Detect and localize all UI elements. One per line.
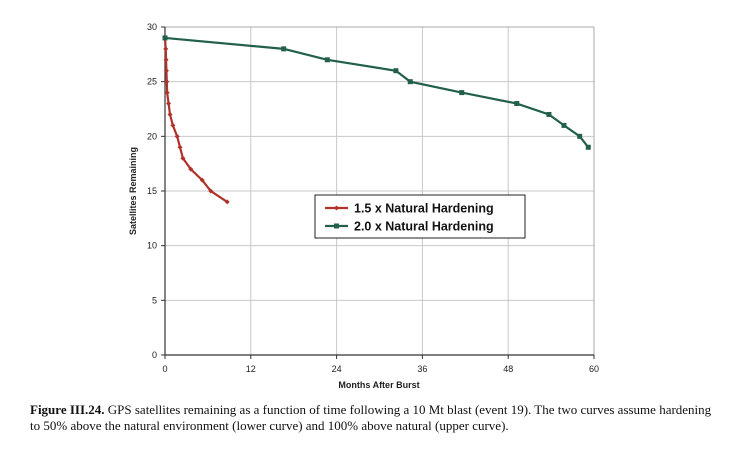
data-point [393, 68, 399, 74]
y-tick-label: 25 [147, 77, 157, 87]
data-point [163, 57, 169, 63]
y-tick-label: 10 [147, 241, 157, 251]
data-point [164, 90, 170, 96]
data-point [324, 57, 330, 63]
x-tick-label: 24 [332, 364, 342, 374]
series-2-0x [162, 35, 591, 150]
data-point [174, 133, 180, 139]
x-tick-label: 36 [417, 364, 427, 374]
data-point [167, 111, 173, 117]
data-point [199, 177, 205, 183]
caption-label: Figure III.24. [30, 402, 105, 417]
data-point [514, 101, 520, 107]
figure-caption: Figure III.24. GPS satellites remaining … [30, 402, 720, 434]
data-point [577, 133, 583, 139]
data-point [163, 68, 169, 74]
data-point [224, 199, 230, 205]
grid [165, 26, 595, 355]
y-tick-label: 15 [147, 186, 157, 196]
data-point [585, 144, 591, 150]
y-tick-label: 5 [152, 295, 157, 305]
data-point [188, 166, 194, 172]
data-point [177, 144, 183, 150]
data-point [208, 188, 214, 194]
x-tick-label: 48 [503, 364, 513, 374]
data-point [407, 79, 413, 85]
data-point [459, 90, 465, 96]
data-point [162, 35, 168, 41]
data-point [561, 122, 567, 128]
data-point [164, 79, 170, 85]
series-line [164, 36, 590, 148]
y-tick-label: 30 [147, 22, 157, 32]
series [162, 35, 591, 205]
legend-label: 1.5 x Natural Hardening [354, 202, 494, 216]
legend-box [314, 194, 526, 239]
y-tick-label: 20 [147, 131, 157, 141]
chart: 0 5 10 15 20 25 30 0 12 24 36 48 60 Months After Bur… [128, 22, 599, 390]
axes [161, 26, 595, 359]
y-tick-label: 0 [152, 350, 157, 360]
series-line [163, 37, 228, 203]
data-point [546, 111, 552, 117]
x-tick-label: 12 [246, 364, 256, 374]
legend-marker [334, 205, 339, 211]
legend-label: 2.0 x Natural Hardening [354, 220, 494, 234]
caption-text: GPS satellites remaining as a function o… [30, 402, 712, 433]
x-tick-label: 0 [162, 364, 167, 374]
legend-marker [334, 223, 339, 229]
data-point [163, 46, 169, 52]
series-1-5x [162, 35, 230, 205]
y-axis-label: Satellites Remaining [128, 147, 138, 235]
x-tick-label: 60 [589, 364, 599, 374]
x-axis-label: Months After Burst [338, 380, 419, 390]
data-point [281, 46, 287, 52]
data-point [180, 155, 186, 161]
legend: 1.5 x Natural Hardening 2.0 x Natural Har… [314, 194, 526, 239]
tick-labels: 0 5 10 15 20 25 30 0 12 24 36 48 60 [147, 22, 599, 374]
data-point [170, 122, 176, 128]
data-point [166, 101, 172, 107]
